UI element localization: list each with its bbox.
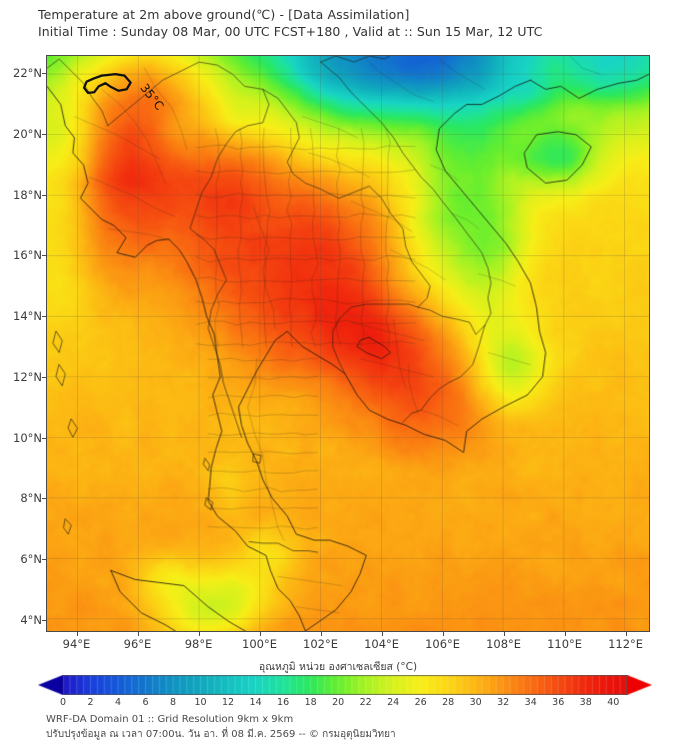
- footer-line-2: ปรับปรุงข้อมูล ณ เวลา 07:00น. วัน อา. ที…: [46, 729, 396, 740]
- x-axis-labels: 94°E 96°E 98°E 100°E 102°E 104°E 106°E 108°E 110…: [46, 637, 650, 655]
- x-axis-tick-label: 108°E: [486, 637, 522, 651]
- footer-line-1: WRF-DA Domain 01 :: Grid Resolution 9km …: [46, 714, 294, 725]
- y-axis-tick-label: 18°N: [13, 187, 42, 202]
- x-axis-tick-mark: [381, 632, 383, 636]
- colorbar-tick-label: 38: [579, 697, 592, 708]
- y-axis-tick-label: 14°N: [13, 309, 42, 324]
- x-axis-tick-label: 100°E: [242, 637, 278, 651]
- x-axis-tick-mark: [564, 632, 566, 636]
- y-axis-tick-mark: [42, 133, 46, 135]
- colorbar-tick-label: 2: [87, 697, 94, 708]
- map-plot-area: 35°C: [46, 55, 650, 632]
- y-axis-tick-mark: [42, 498, 46, 500]
- figure-title-line-1: Temperature at 2m above ground(℃) - [Dat…: [38, 7, 410, 22]
- y-axis-tick-label: 6°N: [20, 552, 42, 567]
- colorbar-tick-label: 28: [442, 697, 455, 708]
- colorbar-tick-label: 40: [607, 697, 620, 708]
- y-axis-tick-label: 12°N: [13, 369, 42, 384]
- x-axis-tick-mark: [320, 632, 322, 636]
- y-axis-tick-mark: [42, 255, 46, 257]
- x-axis-tick-mark: [442, 632, 444, 636]
- colorbar-tick-label: 22: [359, 697, 372, 708]
- colorbar-tick-label: 12: [222, 697, 235, 708]
- colorbar-tick-label: 10: [194, 697, 207, 708]
- colorbar-tick-label: 26: [414, 697, 427, 708]
- x-axis-tick-label: 94°E: [62, 637, 91, 651]
- colorbar-tick-label: 20: [332, 697, 345, 708]
- colorbar-tick-label: 24: [387, 697, 400, 708]
- x-axis-tick-label: 98°E: [184, 637, 213, 651]
- colorbar-tick-label: 16: [277, 697, 290, 708]
- x-axis-tick-mark: [137, 632, 139, 636]
- y-axis-tick-mark: [42, 619, 46, 621]
- temperature-heatmap-canvas: [47, 56, 649, 631]
- y-axis-tick-label: 16°N: [13, 248, 42, 263]
- x-axis-tick-label: 104°E: [364, 637, 400, 651]
- y-axis-tick-mark: [42, 316, 46, 318]
- y-axis-tick-mark: [42, 376, 46, 378]
- y-axis-tick-mark: [42, 437, 46, 439]
- colorbar-gradient: [38, 675, 652, 695]
- colorbar-tick-label: 8: [170, 697, 177, 708]
- x-axis-tick-mark: [76, 632, 78, 636]
- y-axis-tick-mark: [42, 73, 46, 75]
- y-axis-tick-label: 4°N: [20, 612, 42, 627]
- x-axis-tick-mark: [259, 632, 261, 636]
- colorbar: อุณหภูมิ หน่วย องศาเซลเซียส (°C) 0 2 4 6 8 10…: [0, 658, 676, 709]
- y-axis-tick-mark: [42, 559, 46, 561]
- colorbar-tick-label: 14: [249, 697, 262, 708]
- y-axis-tick-label: 8°N: [20, 491, 42, 506]
- colorbar-tick-label: 36: [552, 697, 565, 708]
- x-axis-tick-label: 112°E: [608, 637, 644, 651]
- x-axis-tick-label: 110°E: [547, 637, 583, 651]
- figure-title-line-2: Initial Time : Sunday 08 Mar, 00 UTC FCS…: [38, 24, 543, 39]
- figure-footer: WRF-DA Domain 01 :: Grid Resolution 9km …: [46, 712, 646, 742]
- y-axis-tickmarks: [0, 55, 46, 632]
- y-axis-tick-mark: [42, 194, 46, 196]
- colorbar-tick-label: 30: [469, 697, 482, 708]
- x-axis-tickmarks: [46, 632, 650, 637]
- colorbar-tick-label: 0: [59, 697, 67, 708]
- figure-title-block: Temperature at 2m above ground(℃) - [Dat…: [38, 6, 658, 40]
- colorbar-tick-label: 32: [497, 697, 510, 708]
- y-axis-tick-label: 20°N: [13, 126, 42, 141]
- x-axis-tick-mark: [503, 632, 505, 636]
- y-axis-tick-label: 22°N: [13, 66, 42, 81]
- colorbar-tick-label: 34: [524, 697, 537, 708]
- y-axis-labels: 4°N 6°N 8°N 10°N 12°N 14°N 16°N 18°N 20°N 22°N: [0, 55, 42, 632]
- colorbar-tick-labels: 0 2 4 6 8 10 12 14 16 18 20 22 24 26 28 30 32 34 36 38 40: [59, 695, 627, 709]
- x-axis-tick-label: 102°E: [303, 637, 339, 651]
- x-axis-tick-label: 96°E: [123, 637, 152, 651]
- colorbar-title: อุณหภูมิ หน่วย องศาเซลเซียส (°C): [258, 661, 418, 673]
- colorbar-tick-label: 18: [304, 697, 317, 708]
- colorbar-tick-label: 6: [142, 697, 149, 708]
- x-axis-tick-mark: [625, 632, 627, 636]
- x-axis-tick-label: 106°E: [425, 637, 461, 651]
- x-axis-tick-mark: [198, 632, 200, 636]
- y-axis-tick-label: 10°N: [13, 430, 42, 445]
- colorbar-tick-label: 4: [114, 697, 122, 708]
